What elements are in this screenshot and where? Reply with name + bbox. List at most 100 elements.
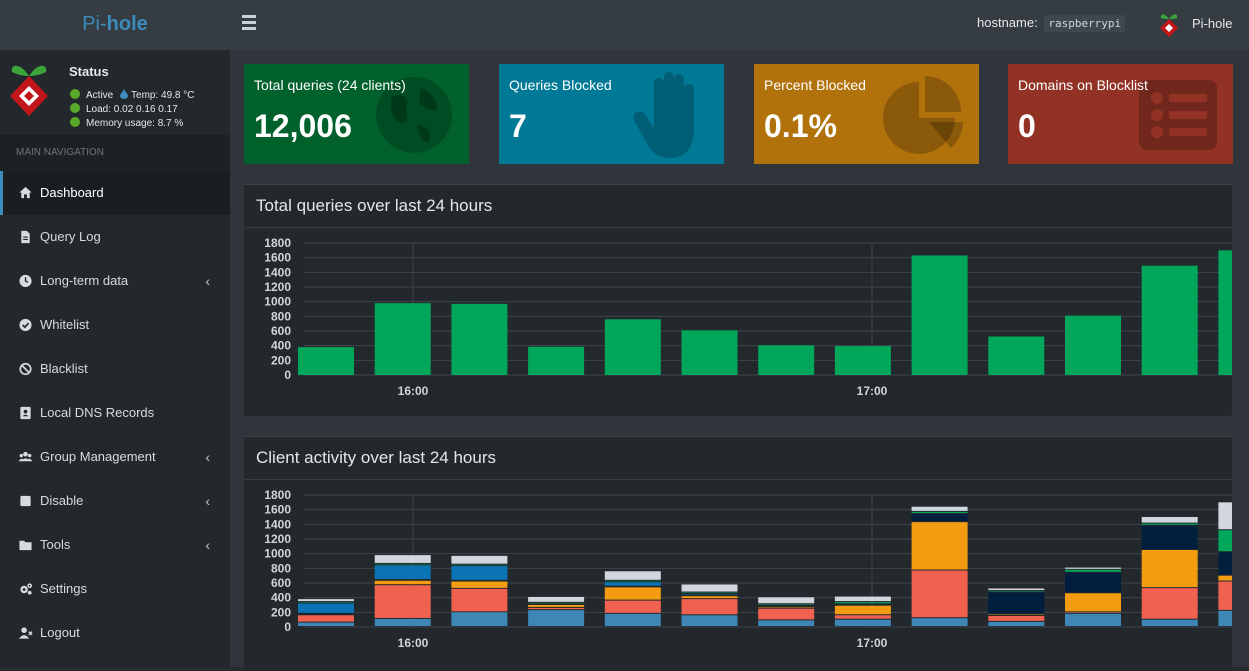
queries-bar[interactable] (1065, 316, 1121, 375)
client-activity-bar-segment[interactable] (682, 584, 738, 591)
client-activity-bar-segment[interactable] (835, 597, 891, 602)
client-activity-bar-segment[interactable] (912, 514, 968, 521)
client-activity-bar-segment[interactable] (912, 507, 968, 511)
client-activity-bar-segment[interactable] (375, 619, 431, 626)
client-activity-bar-segment[interactable] (528, 610, 584, 626)
queries-bar[interactable] (835, 346, 891, 375)
client-activity-bar-segment[interactable] (988, 593, 1044, 614)
client-activity-bar-segment[interactable] (1218, 502, 1232, 529)
client-activity-bar-segment[interactable] (451, 612, 507, 626)
client-activity-bar-segment[interactable] (835, 602, 891, 603)
client-activity-bar-segment[interactable] (298, 604, 354, 613)
brand-logo[interactable]: Pi-hole (0, 0, 230, 50)
sidebar-item-logout[interactable]: Logout (0, 611, 230, 655)
client-activity-bar-segment[interactable] (375, 555, 431, 563)
client-activity-bar-segment[interactable] (451, 582, 507, 588)
queries-bar[interactable] (912, 255, 968, 375)
client-activity-bar-segment[interactable] (1065, 593, 1121, 611)
client-activity-bar-segment[interactable] (298, 615, 354, 621)
sidebar-item-settings[interactable]: Settings (0, 567, 230, 611)
client-activity-bar-segment[interactable] (605, 614, 661, 626)
domains-blocklist-label: Domains on Blocklist (1018, 77, 1148, 93)
queries-bar[interactable] (375, 303, 431, 375)
client-activity-bar-segment[interactable] (528, 605, 584, 607)
client-activity-bar-segment[interactable] (1142, 550, 1198, 587)
client-activity-bar-segment[interactable] (375, 581, 431, 584)
client-activity-bar-segment[interactable] (605, 587, 661, 599)
client-activity-bar-segment[interactable] (451, 566, 507, 580)
client-activity-bar-segment[interactable] (1065, 568, 1121, 569)
client-activity-bar-segment[interactable] (528, 597, 584, 602)
client-activity-bar-segment[interactable] (835, 606, 891, 615)
sidebar-item-local-dns-records[interactable]: Local DNS Records (0, 391, 230, 435)
sidebar-toggle-icon[interactable] (242, 15, 258, 33)
client-activity-bar-segment[interactable] (682, 615, 738, 626)
queries-bar[interactable] (528, 347, 584, 375)
client-activity-bar-segment[interactable] (451, 556, 507, 564)
sidebar-item-dashboard[interactable]: Dashboard (0, 171, 230, 215)
sidebar-item-disable[interactable]: Disable‹ (0, 479, 230, 523)
queries-bar[interactable] (605, 319, 661, 375)
queries-bar[interactable] (451, 304, 507, 375)
client-activity-bar-segment[interactable] (1218, 576, 1232, 581)
sidebar-item-group-management[interactable]: Group Management‹ (0, 435, 230, 479)
client-activity-bar-segment[interactable] (1218, 611, 1232, 626)
client-activity-bar-segment[interactable] (1065, 570, 1121, 572)
percent-blocked-box[interactable]: Percent Blocked 0.1% (754, 64, 979, 164)
client-activity-bar-segment[interactable] (988, 622, 1044, 626)
client-activity-bar-segment[interactable] (375, 585, 431, 618)
user-menu-label[interactable]: Pi-hole (1192, 16, 1232, 31)
queries-bar[interactable] (298, 347, 354, 375)
client-activity-bar-segment[interactable] (682, 596, 738, 598)
client-activity-bar-segment[interactable] (605, 582, 661, 585)
client-activity-bar-segment[interactable] (528, 608, 584, 609)
client-activity-bar-segment[interactable] (375, 565, 431, 579)
client-activity-bar-segment[interactable] (682, 599, 738, 614)
client-activity-bar-segment[interactable] (1218, 530, 1232, 551)
client-activity-bar-segment[interactable] (1142, 517, 1198, 523)
client-activity-bar-segment[interactable] (298, 623, 354, 626)
client-activity-bar-segment[interactable] (1218, 552, 1232, 574)
queries-bar[interactable] (1142, 266, 1198, 375)
y-tick-label: 1000 (264, 547, 291, 561)
client-activity-bar-segment[interactable] (1142, 620, 1198, 626)
client-activity-bar-segment[interactable] (758, 609, 814, 620)
client-activity-bar-segment[interactable] (1142, 588, 1198, 619)
sidebar-item-long-term-data[interactable]: Long-term data‹ (0, 259, 230, 303)
sidebar-item-blacklist[interactable]: Blacklist (0, 347, 230, 391)
client-activity-bar-segment[interactable] (1065, 614, 1121, 626)
sidebar-item-label: Disable (40, 493, 83, 508)
sidebar-item-query-log[interactable]: Query Log (0, 215, 230, 259)
total-queries-box[interactable]: Total queries (24 clients) 12,006 (244, 64, 469, 164)
client-activity-bar-segment[interactable] (988, 616, 1044, 621)
sidebar-item-whitelist[interactable]: Whitelist (0, 303, 230, 347)
queries-bar[interactable] (682, 330, 738, 375)
y-tick-label: 1400 (264, 265, 291, 279)
client-activity-bar-segment[interactable] (605, 601, 661, 613)
domains-blocklist-box[interactable]: Domains on Blocklist 0 (1008, 64, 1233, 164)
sidebar-item-label: Long-term data (40, 273, 128, 288)
client-activity-bar-segment[interactable] (1218, 582, 1232, 610)
client-activity-bar-segment[interactable] (912, 522, 968, 569)
client-activity-bar-segment[interactable] (605, 571, 661, 580)
client-activity-bar-segment[interactable] (835, 615, 891, 618)
client-activity-bar-segment[interactable] (758, 597, 814, 603)
queries-blocked-box[interactable]: Queries Blocked 7 (499, 64, 724, 164)
queries-bar[interactable] (988, 337, 1044, 376)
sidebar-item-tools[interactable]: Tools‹ (0, 523, 230, 567)
client-activity-bar-segment[interactable] (298, 599, 354, 601)
queries-bar[interactable] (758, 345, 814, 375)
client-activity-bar-segment[interactable] (1065, 573, 1121, 593)
client-activity-bar-segment[interactable] (912, 571, 968, 618)
client-activity-bar-segment[interactable] (835, 620, 891, 626)
client-activity-bar-segment[interactable] (1142, 526, 1198, 549)
client-activity-bar-segment[interactable] (758, 620, 814, 626)
temperature-drop-icon (120, 89, 128, 99)
client-activity-bar-segment[interactable] (451, 589, 507, 611)
client-activity-bar-segment[interactable] (912, 512, 968, 513)
client-activity-bar-segment[interactable] (912, 618, 968, 626)
queries-bar[interactable] (1218, 250, 1232, 375)
client-activity-bar-segment[interactable] (988, 589, 1044, 591)
pihole-user-icon[interactable] (1158, 10, 1180, 38)
client-activity-bar-segment[interactable] (1142, 524, 1198, 525)
